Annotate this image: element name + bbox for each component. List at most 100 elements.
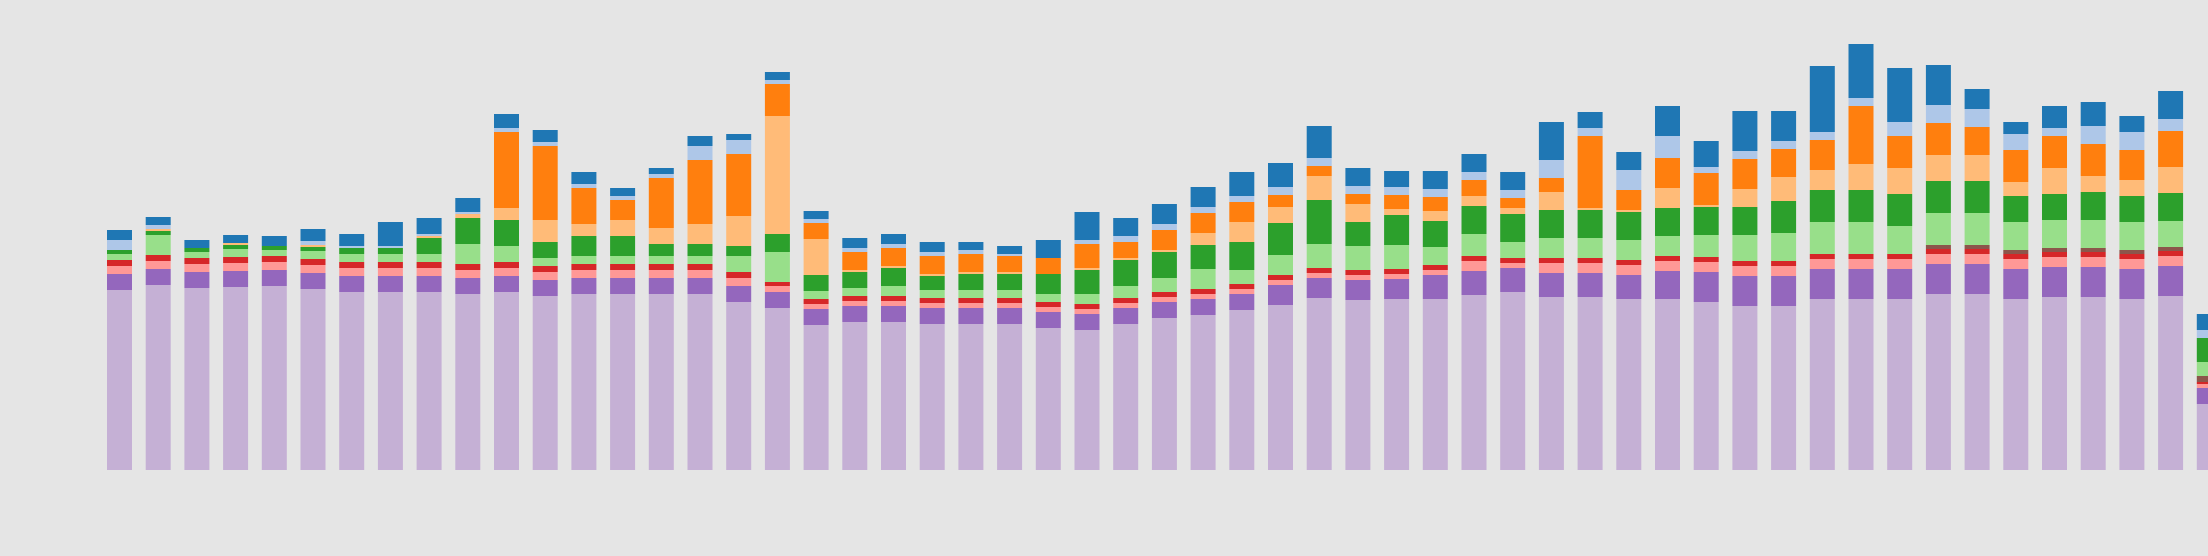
bar-segment xyxy=(571,278,597,294)
bar-segment xyxy=(803,304,829,309)
bar-segment xyxy=(1616,265,1642,275)
bar-segment xyxy=(184,264,210,272)
bar-segment xyxy=(1538,210,1564,238)
bar-segment xyxy=(881,248,906,266)
bar-segment xyxy=(1500,190,1526,198)
bar-stack xyxy=(2196,314,2208,470)
bar-stack xyxy=(339,234,365,470)
bar-segment xyxy=(1577,273,1603,297)
bar-segment xyxy=(919,298,945,303)
bar-segment xyxy=(1693,167,1719,173)
bar-segment xyxy=(455,214,481,218)
bar-segment xyxy=(842,270,868,272)
bar-stack xyxy=(1887,68,1913,470)
bar-segment xyxy=(1268,255,1293,275)
bar-segment xyxy=(1268,305,1293,470)
bar-segment xyxy=(1345,194,1371,204)
bar-segment xyxy=(2003,182,2029,196)
bar-segment xyxy=(1655,188,1680,208)
bar-segment xyxy=(764,292,790,308)
bar-segment xyxy=(610,294,636,470)
bar-segment xyxy=(2196,362,2208,376)
bar-segment xyxy=(2119,222,2145,250)
bar-segment xyxy=(1422,275,1448,299)
bar-segment xyxy=(1384,195,1410,209)
bar-segment xyxy=(494,292,519,470)
bar-segment xyxy=(1422,211,1448,221)
bar-segment xyxy=(1384,274,1410,279)
bar-segment xyxy=(261,286,287,470)
bar-segment xyxy=(2119,180,2145,196)
bar-stack xyxy=(107,230,132,470)
bar-segment xyxy=(339,246,365,248)
bar-segment xyxy=(261,270,287,286)
bar-segment xyxy=(1113,218,1139,236)
bar-segment xyxy=(2042,194,2067,220)
bar-segment xyxy=(1538,160,1564,178)
bar-segment xyxy=(2003,269,2029,299)
bar-segment xyxy=(1848,259,1874,269)
bar-segment xyxy=(1577,210,1603,238)
bar-segment xyxy=(1345,204,1371,222)
bar-segment xyxy=(648,244,674,256)
bar-stack xyxy=(2042,106,2067,470)
bar-segment xyxy=(145,269,171,285)
bar-segment xyxy=(919,303,945,308)
bar-segment xyxy=(1964,249,1990,254)
bar-stack xyxy=(1306,126,1332,470)
bar-segment xyxy=(1113,258,1139,260)
bar-segment xyxy=(1577,258,1603,263)
bar-segment xyxy=(958,308,984,324)
bar-stack xyxy=(1074,212,1100,470)
bar-segment xyxy=(184,258,210,264)
bar-segment xyxy=(1693,235,1719,257)
bar-stack xyxy=(803,211,829,470)
bar-segment xyxy=(300,241,326,245)
bar-segment xyxy=(1925,254,1951,264)
bar-segment xyxy=(1887,168,1913,194)
bar-segment xyxy=(842,322,868,470)
bar-segment xyxy=(726,154,752,216)
bar-segment xyxy=(494,114,519,128)
bar-segment xyxy=(2158,91,2184,119)
bar-segment xyxy=(803,239,829,275)
bar-segment xyxy=(1809,190,1835,222)
bar-segment xyxy=(2080,267,2106,297)
bar-segment xyxy=(764,282,790,286)
bar-segment xyxy=(610,236,636,256)
bar-segment xyxy=(223,257,249,263)
bar-segment xyxy=(803,325,829,470)
bar-segment xyxy=(145,225,171,229)
bar-segment xyxy=(1848,269,1874,299)
bar-segment xyxy=(919,276,945,290)
bar-segment xyxy=(1113,286,1139,298)
bar-segment xyxy=(2119,250,2145,254)
bar-segment xyxy=(2080,192,2106,220)
bar-segment xyxy=(1577,297,1603,470)
bar-segment xyxy=(1655,256,1680,261)
bar-segment xyxy=(1655,136,1680,158)
bar-segment xyxy=(2042,128,2067,136)
bar-segment xyxy=(842,272,868,288)
bar-segment xyxy=(339,248,365,254)
bar-segment xyxy=(1113,303,1139,308)
bar-segment xyxy=(1771,141,1797,149)
bar-segment xyxy=(997,254,1023,256)
bar-segment xyxy=(1035,258,1061,274)
bar-segment xyxy=(300,289,326,470)
bar-segment xyxy=(145,261,171,269)
bar-segment xyxy=(2080,126,2106,144)
bar-segment xyxy=(1074,314,1100,330)
bar-segment xyxy=(1190,245,1216,269)
bar-segment xyxy=(1500,292,1526,470)
bar-segment xyxy=(2196,388,2208,404)
bar-segment xyxy=(1113,308,1139,324)
bar-segment xyxy=(1732,151,1758,159)
bar-stack xyxy=(2080,102,2106,470)
bar-segment xyxy=(261,246,287,250)
bar-segment xyxy=(2042,267,2067,297)
bar-stack xyxy=(842,238,868,470)
bar-segment xyxy=(648,228,674,244)
bar-stack xyxy=(145,217,171,470)
bar-segment xyxy=(416,236,442,238)
